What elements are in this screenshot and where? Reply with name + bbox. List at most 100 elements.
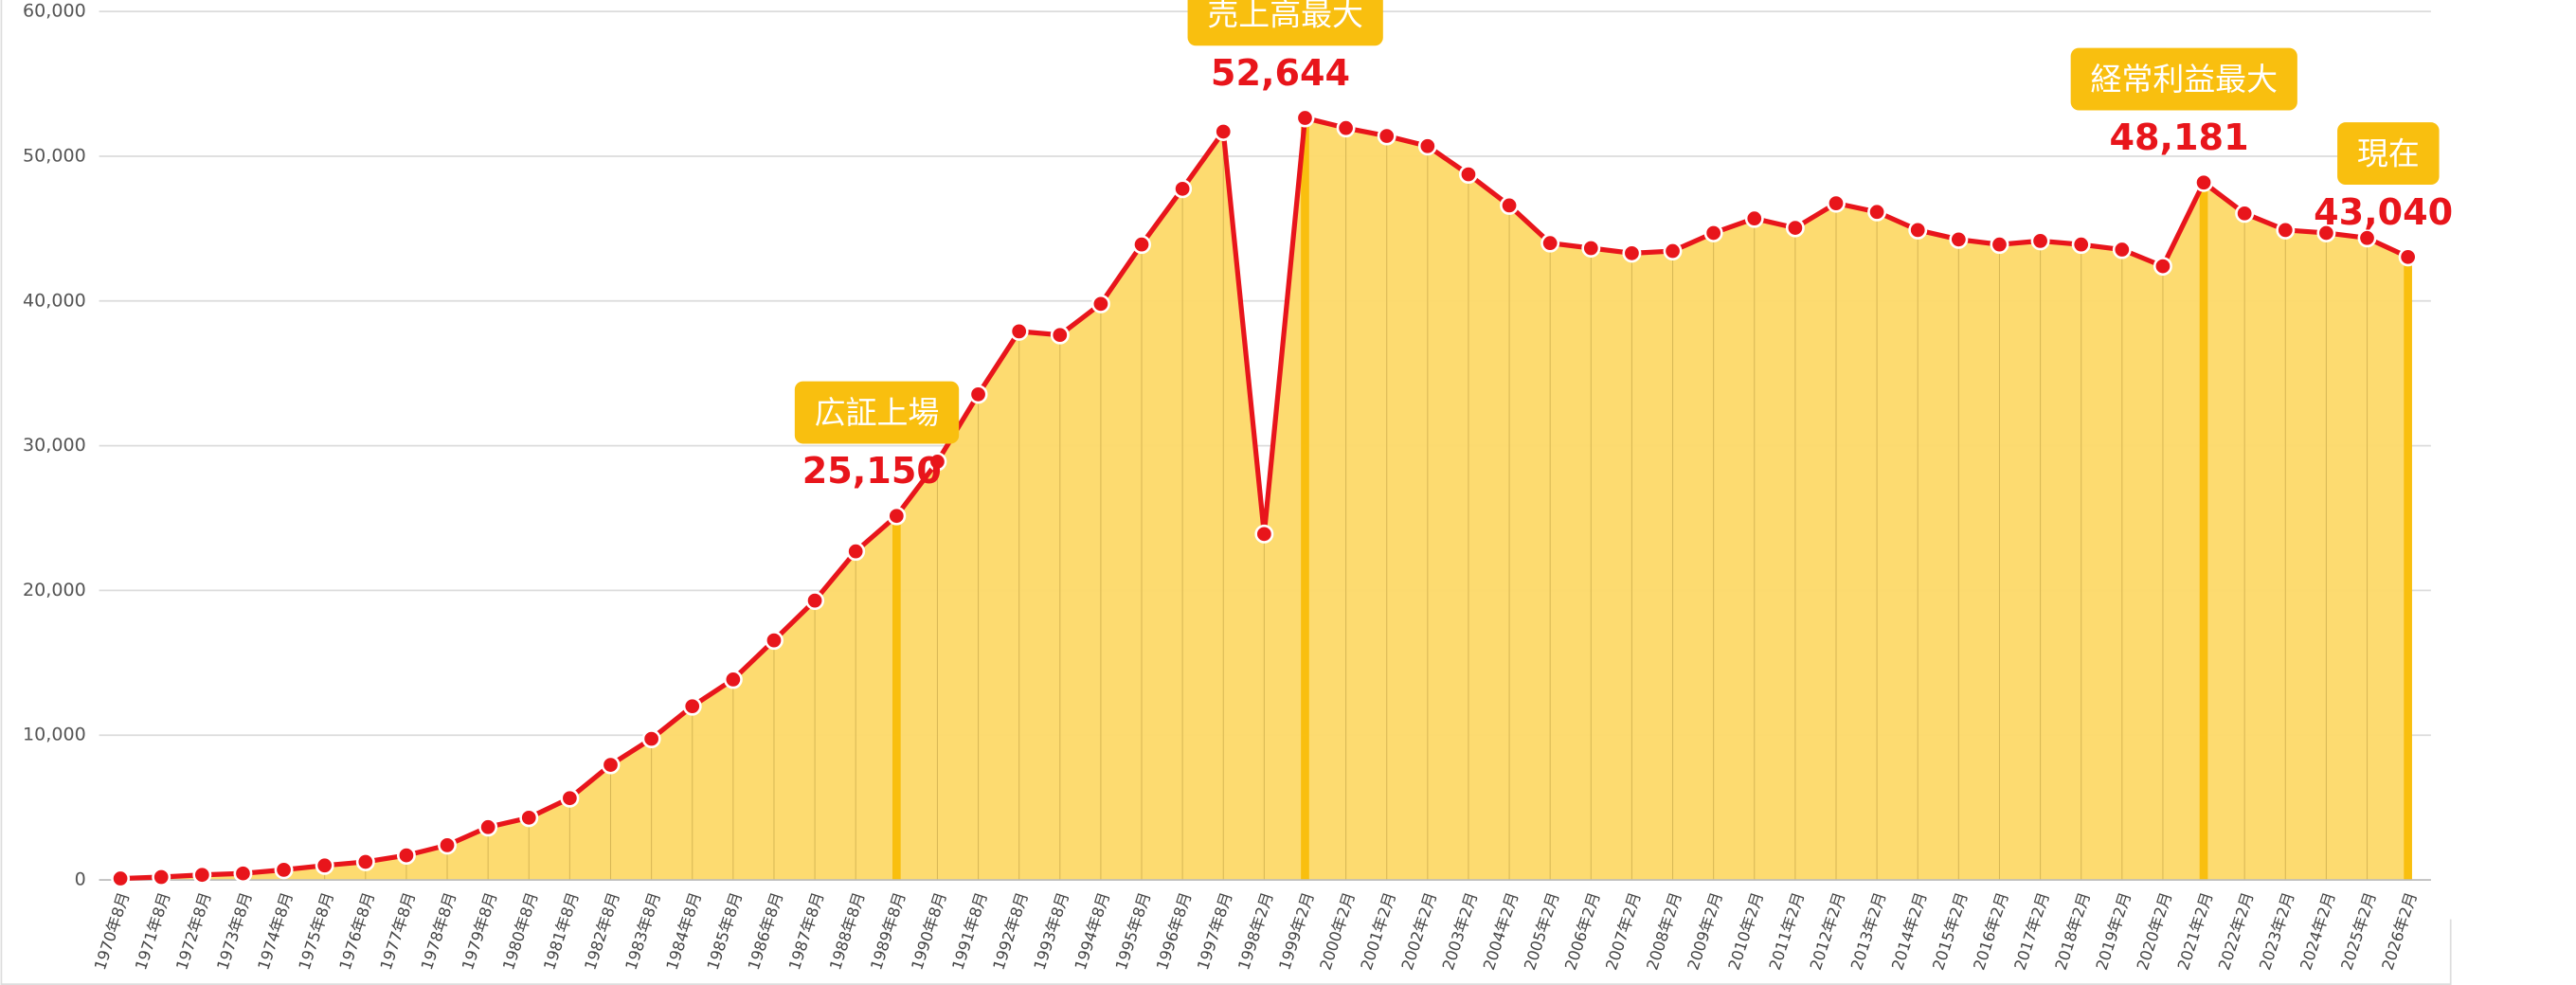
point xyxy=(1949,229,1969,249)
x-tick-label: 1970年8月 xyxy=(91,890,133,973)
point xyxy=(1377,126,1396,146)
point xyxy=(2398,247,2418,267)
annotation-text: 現在 xyxy=(2357,134,2420,171)
annotation-box xyxy=(2070,47,2297,111)
y-tick-label: 30,000 xyxy=(23,435,86,456)
point xyxy=(2276,220,2296,240)
point xyxy=(1622,243,1642,263)
x-tick-label: 2014年2月 xyxy=(1888,890,1930,973)
x-tick-label: 1974年8月 xyxy=(254,890,296,973)
x-tick-label: 2015年2月 xyxy=(1929,890,1971,973)
x-tick-label: 2023年2月 xyxy=(2256,890,2297,973)
point xyxy=(1214,122,1234,141)
point xyxy=(1908,220,1928,240)
x-tick-label: 1976年8月 xyxy=(336,890,378,973)
point xyxy=(1500,195,1520,215)
x-tick-label: 1971年8月 xyxy=(132,890,173,973)
point xyxy=(560,788,580,808)
point xyxy=(846,542,866,562)
point xyxy=(2030,231,2050,251)
x-tick-label: 2010年2月 xyxy=(1725,890,1767,973)
point xyxy=(1703,223,1723,242)
x-tick-label: 2003年2月 xyxy=(1439,890,1481,973)
x-tick-label: 2000年2月 xyxy=(1316,890,1358,973)
x-tick-label: 2008年2月 xyxy=(1643,890,1684,973)
x-tick-label: 1995年8月 xyxy=(1112,890,1154,973)
x-tick-label: 1991年8月 xyxy=(948,890,990,973)
point xyxy=(396,846,416,866)
point xyxy=(1458,165,1478,185)
point xyxy=(1090,294,1110,313)
x-tick-label: 1993年8月 xyxy=(1031,890,1072,973)
y-tick-label: 20,000 xyxy=(23,580,86,600)
x-tick-label: 1982年8月 xyxy=(581,890,622,973)
point xyxy=(641,729,661,749)
annotation-text: 経常利益最大 xyxy=(2090,61,2278,98)
point xyxy=(2194,172,2214,192)
point xyxy=(1581,239,1601,258)
x-tick-label: 2025年2月 xyxy=(2337,890,2379,973)
x-tick-label: 2017年2月 xyxy=(2010,890,2052,973)
x-tick-label: 1972年8月 xyxy=(172,890,214,973)
annotation-text: 売上高最大 xyxy=(1207,0,1363,33)
point xyxy=(765,631,784,651)
point xyxy=(1744,208,1764,228)
point xyxy=(887,506,907,526)
point xyxy=(315,855,334,875)
x-tick-label: 2016年2月 xyxy=(1970,890,2011,973)
point xyxy=(233,864,253,884)
x-tick-label: 1996年8月 xyxy=(1153,890,1195,973)
x-tick-label: 2024年2月 xyxy=(2297,890,2338,973)
value-label: 25,150 xyxy=(802,450,942,492)
point xyxy=(111,869,131,888)
point xyxy=(1009,321,1029,341)
x-tick-label: 1999年2月 xyxy=(1275,890,1317,973)
x-tick-label: 1998年2月 xyxy=(1234,890,1276,973)
value-label: 43,040 xyxy=(2314,191,2453,233)
x-tick-label: 2022年2月 xyxy=(2215,890,2257,973)
annotation-text: 広証上場 xyxy=(815,394,940,431)
point xyxy=(2357,228,2377,248)
x-tick-label: 1981年8月 xyxy=(540,890,582,973)
point xyxy=(1785,218,1805,238)
point xyxy=(968,385,988,404)
point xyxy=(438,835,458,855)
point xyxy=(1663,242,1683,261)
y-tick-label: 50,000 xyxy=(23,145,86,166)
x-tick-label: 2009年2月 xyxy=(1684,890,1726,973)
x-tick-label: 1987年8月 xyxy=(785,890,827,973)
x-tick-label: 2013年2月 xyxy=(1847,890,1889,973)
y-tick-label: 0 xyxy=(75,869,86,890)
point xyxy=(928,452,947,472)
point xyxy=(1990,235,2009,255)
x-tick-label: 1979年8月 xyxy=(459,890,500,973)
point xyxy=(682,696,702,716)
x-tick-label: 1986年8月 xyxy=(745,890,786,973)
point xyxy=(519,808,539,828)
point xyxy=(1295,108,1315,128)
x-tick-label: 1978年8月 xyxy=(418,890,459,973)
point xyxy=(478,817,498,837)
point xyxy=(723,670,743,690)
x-tick-label: 2019年2月 xyxy=(2093,890,2135,973)
x-tick-label: 2012年2月 xyxy=(1807,890,1848,973)
point xyxy=(2153,257,2172,277)
x-tick-label: 2002年2月 xyxy=(1398,890,1440,973)
x-tick-label: 1990年8月 xyxy=(908,890,949,973)
y-tick-label: 40,000 xyxy=(23,290,86,311)
point xyxy=(152,868,171,886)
point xyxy=(2071,235,2091,255)
x-tick-label: 1994年8月 xyxy=(1072,890,1113,973)
x-tick-label: 2007年2月 xyxy=(1602,890,1644,973)
point xyxy=(274,860,294,880)
x-tick-label: 2006年2月 xyxy=(1561,890,1603,973)
x-tick-label: 1975年8月 xyxy=(296,890,337,973)
x-tick-label: 2026年2月 xyxy=(2379,890,2421,973)
point xyxy=(1132,235,1151,255)
point xyxy=(1254,524,1274,544)
point xyxy=(2112,240,2132,260)
point xyxy=(1417,136,1437,156)
x-tick-label: 2001年2月 xyxy=(1358,890,1399,973)
